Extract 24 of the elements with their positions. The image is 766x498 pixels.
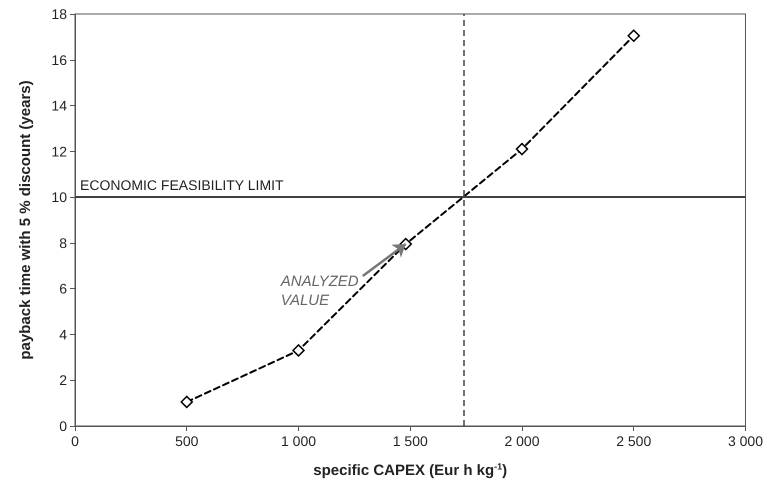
point bbox=[516, 142, 528, 156]
y-tick-label: 2 bbox=[59, 372, 68, 388]
y-tick-label: 18 bbox=[51, 6, 68, 22]
y-tick-label: 6 bbox=[59, 280, 68, 297]
annotation: ANALYZED VALUE bbox=[280, 273, 359, 310]
point bbox=[292, 344, 305, 357]
x-tick-label: 2 000 bbox=[504, 433, 540, 449]
y-tick-label: 12 bbox=[51, 143, 68, 160]
y-tick-label: 10 bbox=[51, 189, 68, 206]
x-tick-label: 1 000 bbox=[280, 433, 316, 449]
y-tick-label: 0 bbox=[59, 418, 68, 434]
x-tick-label: 0 bbox=[71, 433, 80, 449]
point bbox=[627, 29, 640, 42]
x-tick-label: 500 bbox=[175, 433, 199, 449]
y-axis-title: payback time with 5 % discount (years) bbox=[17, 80, 34, 360]
y-tick-label: 4 bbox=[59, 326, 68, 342]
x-tick-label: 1 500 bbox=[392, 433, 428, 449]
x-tick-label: 3 000 bbox=[728, 433, 764, 449]
y-tick-label: 16 bbox=[51, 52, 68, 68]
point bbox=[180, 396, 193, 408]
x-tick-label: 2 500 bbox=[616, 433, 652, 449]
y-tick-label: 8 bbox=[59, 234, 68, 251]
ref-line-label: ECONOMIC FEASIBILITY LIMIT bbox=[80, 177, 284, 194]
y-tick-label: 14 bbox=[51, 98, 68, 114]
